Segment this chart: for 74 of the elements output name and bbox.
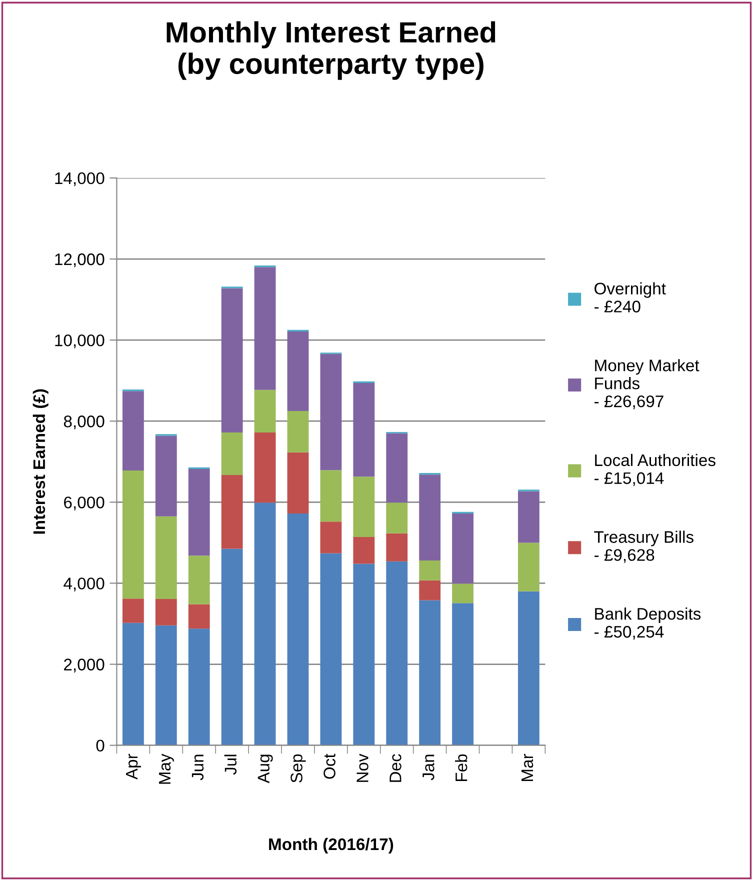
bar	[287, 452, 309, 514]
x-tick-label: Nov	[356, 754, 368, 782]
bar	[518, 591, 540, 746]
y-tick-label: 0	[96, 740, 104, 752]
x-tick-label: Apr	[126, 754, 141, 780]
bar	[122, 470, 144, 599]
bar	[320, 470, 342, 522]
bar	[419, 474, 441, 561]
bar	[221, 288, 243, 432]
bar	[155, 436, 177, 516]
bar	[353, 537, 375, 564]
x-tick-label: Feb	[455, 754, 468, 782]
bar	[353, 383, 375, 477]
bar	[155, 625, 177, 746]
bar	[188, 604, 210, 629]
x-tick-label: Sep	[290, 754, 306, 783]
bar	[122, 598, 144, 623]
bar	[386, 561, 408, 746]
legend-label: Overnight - £240	[594, 282, 666, 312]
bar	[122, 391, 144, 471]
bar	[518, 542, 540, 592]
bar	[188, 628, 210, 746]
x-axis-title: Month (2016/17)	[269, 838, 394, 854]
y-tick-label: 4,000	[64, 578, 104, 592]
bar	[254, 390, 276, 432]
x-tick-label: Jul	[224, 754, 237, 775]
bar	[386, 533, 408, 562]
bar	[518, 491, 540, 543]
chart-title: Monthly Interest Earned (by counterparty type)	[166, 21, 496, 80]
bar	[188, 556, 210, 604]
bar	[254, 432, 276, 503]
legend-label: Local Authorities - £15,014	[594, 454, 716, 486]
x-tick-label: Mar	[522, 754, 534, 781]
y-tick-label: 10,000	[55, 334, 104, 348]
x-tick-label: Jun	[192, 754, 204, 780]
bar	[254, 267, 276, 390]
x-tick-label: Aug	[258, 754, 273, 784]
x-tick-label: May	[158, 754, 174, 784]
bar	[320, 354, 342, 470]
bar	[254, 502, 276, 746]
legend-label: Money Market Funds - £26,697	[594, 359, 700, 410]
x-tick-label: Jan	[422, 754, 434, 780]
bar	[221, 432, 243, 476]
x-tick-label: Oct	[324, 754, 336, 779]
bar	[452, 584, 474, 604]
bar	[386, 433, 408, 503]
bar	[287, 514, 309, 746]
bar	[320, 522, 342, 554]
bar	[419, 600, 441, 746]
bar	[155, 599, 177, 626]
legend-label: Treasury Bills - £9,628	[594, 530, 694, 563]
bar	[221, 475, 243, 549]
bar	[287, 410, 309, 452]
y-tick-label: 8,000	[64, 416, 104, 430]
y-tick-label: 12,000	[55, 253, 104, 268]
bar	[122, 622, 144, 746]
bar	[452, 603, 474, 746]
bar	[353, 564, 375, 746]
bar	[419, 580, 441, 600]
bar	[386, 502, 408, 534]
bar	[320, 553, 342, 746]
y-tick-label: 14,000	[55, 172, 104, 186]
bar	[155, 516, 177, 600]
y-axis-title: Interest Earned (£)	[32, 389, 48, 534]
bar	[452, 514, 474, 584]
x-tick-label: Dec	[390, 754, 402, 782]
bar	[188, 468, 210, 556]
bar	[353, 476, 375, 538]
bar	[287, 332, 309, 411]
bar	[419, 560, 441, 580]
legend-label: Bank Deposits - £50,254	[594, 608, 701, 640]
y-tick-label: 2,000	[64, 658, 104, 672]
bar	[221, 548, 243, 746]
y-tick-label: 6,000	[64, 496, 104, 510]
